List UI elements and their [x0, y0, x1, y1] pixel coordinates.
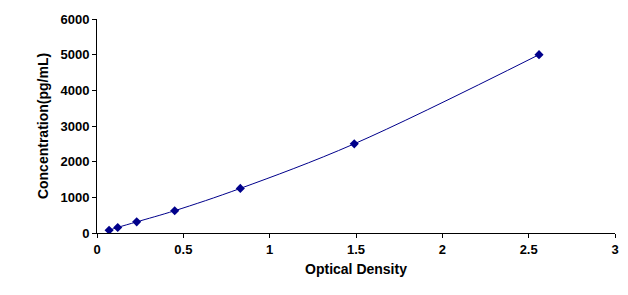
svg-text:2: 2	[439, 242, 446, 257]
svg-text:2.5: 2.5	[520, 242, 538, 257]
svg-text:Concentration(pg/mL): Concentration(pg/mL)	[35, 53, 51, 199]
svg-text:5000: 5000	[60, 47, 89, 62]
svg-text:0: 0	[82, 226, 89, 241]
svg-text:0: 0	[93, 242, 100, 257]
svg-text:3: 3	[611, 242, 618, 257]
svg-text:6000: 6000	[60, 12, 89, 27]
svg-text:4000: 4000	[60, 83, 89, 98]
svg-text:2000: 2000	[60, 154, 89, 169]
svg-text:Optical Density: Optical Density	[305, 261, 407, 277]
svg-text:3000: 3000	[60, 119, 89, 134]
svg-text:1: 1	[266, 242, 273, 257]
svg-text:1.5: 1.5	[347, 242, 365, 257]
svg-text:1000: 1000	[60, 190, 89, 205]
svg-text:0.5: 0.5	[174, 242, 192, 257]
